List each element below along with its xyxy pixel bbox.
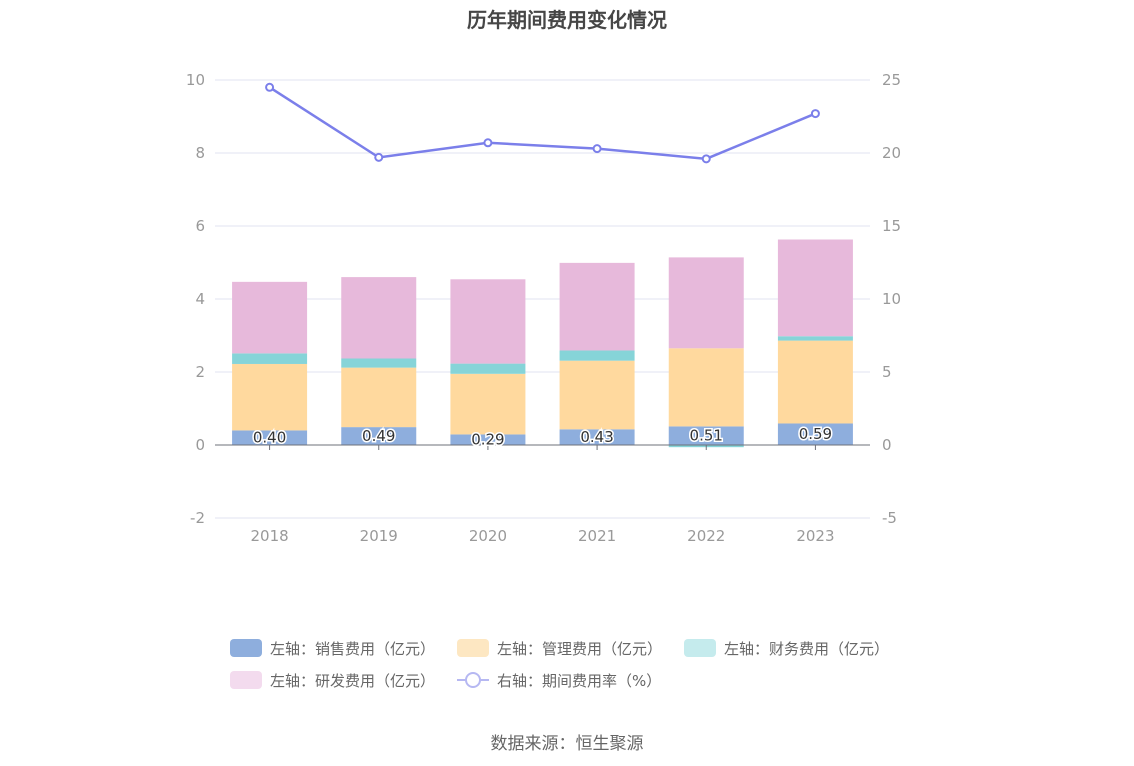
axes: -2 0 2 4 6 8 10 -5 0 5 10 15 20 25 2018 2019 2020 2021 202… [186,71,901,545]
data-label-sales: 0.59 [799,425,832,443]
legend-item-rate[interactable]: 右轴：期间费用率（%） [457,670,661,691]
bar-rnd [777,239,853,337]
rate-line-series [265,82,820,164]
y-left-tick-label: -2 [190,509,205,527]
legend-row-2: 左轴：研发费用（亿元） 右轴：期间费用率（%） [230,664,930,696]
bar-sales [450,434,526,445]
rate-point [483,138,493,148]
y-left-tick-label: 8 [195,144,205,162]
bar-admin [232,363,308,431]
legend-line-marker-icon [457,671,490,689]
rate-point [265,82,275,92]
legend-label-finance: 左轴：财务费用（亿元） [724,639,890,658]
bar-rnd [668,257,744,349]
data-label-sales: 0.40 [253,429,286,447]
x-tick-label: 2023 [796,527,834,545]
data-label-sales: 0.51 [690,427,723,445]
x-tick-label: 2019 [360,527,398,545]
bar-admin [777,340,853,424]
legend-row-1: 左轴：销售费用（亿元） 左轴：管理费用（亿元） 左轴：财务费用（亿元） [230,632,930,664]
rate-point [810,109,820,119]
data-source-note: 数据来源：恒生聚源 [490,734,644,754]
data-label-sales: 0.49 [362,427,395,445]
legend-label-rate: 右轴：期间费用率（%） [497,671,662,690]
legend-swatch-finance [684,639,717,657]
legend: 左轴：销售费用（亿元） 左轴：管理费用（亿元） 左轴：财务费用（亿元） 左轴：研… [230,632,930,696]
legend-swatch-sales [230,639,262,657]
legend-swatch-rnd [230,671,262,689]
chart-title: 历年期间费用变化情况 [467,8,667,32]
y-left-tick-label: 6 [195,217,205,235]
bar-sales [341,427,417,445]
legend-swatch-admin [457,639,490,657]
y-right-tick-label: 0 [882,436,892,454]
x-tick-label: 2022 [687,527,725,545]
bar-finance [777,336,853,341]
bar-sales [232,430,308,445]
legend-item-sales[interactable]: 左轴：销售费用（亿元） [230,638,435,659]
bar-finance [341,358,417,368]
y-right-tick-label: 25 [882,71,901,89]
legend-item-finance[interactable]: 左轴：财务费用（亿元） [684,638,889,659]
bar-sales [777,423,853,445]
x-tick-label: 2018 [250,527,288,545]
y-right-tick-label: 20 [882,144,901,162]
bar-admin [341,367,417,428]
x-tick-label: 2020 [469,527,507,545]
bar-sales [668,426,744,445]
bar-rnd [341,277,417,359]
data-label-sales: 0.29 [471,431,504,449]
y-left-tick-label: 2 [195,363,205,381]
legend-label-admin: 左轴：管理费用（亿元） [497,639,663,658]
bar-admin [559,360,635,430]
rate-point [374,152,384,162]
data-label-sales: 0.43 [580,428,613,446]
rate-point [592,144,602,154]
bar-admin [668,348,744,427]
y-right-tick-label: 5 [882,363,892,381]
bar-rnd [450,279,526,364]
grid-lines [215,79,870,519]
bar-rnd [559,262,635,351]
bar-rnd [232,281,308,354]
rate-line [268,86,816,161]
rate-point [701,154,711,164]
legend-label-rnd: 左轴：研发费用（亿元） [270,671,436,690]
legend-label-sales: 左轴：销售费用（亿元） [270,639,436,658]
y-right-tick-label: -5 [882,509,897,527]
bar-sales [559,429,635,445]
bar-finance [450,363,526,374]
chart-canvas: -2 0 2 4 6 8 10 -5 0 5 10 15 20 25 2018 2019 2020 2021 202… [186,71,901,545]
legend-item-admin[interactable]: 左轴：管理费用（亿元） [457,638,662,659]
y-right-tick-label: 15 [882,217,901,235]
data-labels: 0.40 0.49 0.29 0.43 0.51 0.59 [251,424,833,450]
bar-series [232,239,853,448]
x-tick-label: 2021 [578,527,616,545]
bar-finance [232,353,308,364]
y-left-tick-label: 0 [195,436,205,454]
bar-finance [559,350,635,361]
y-left-tick-label: 10 [186,71,205,89]
legend-item-rnd[interactable]: 左轴：研发费用（亿元） [230,670,435,691]
bar-admin [450,373,526,435]
y-right-tick-label: 10 [882,290,901,308]
y-left-tick-label: 4 [195,290,205,308]
